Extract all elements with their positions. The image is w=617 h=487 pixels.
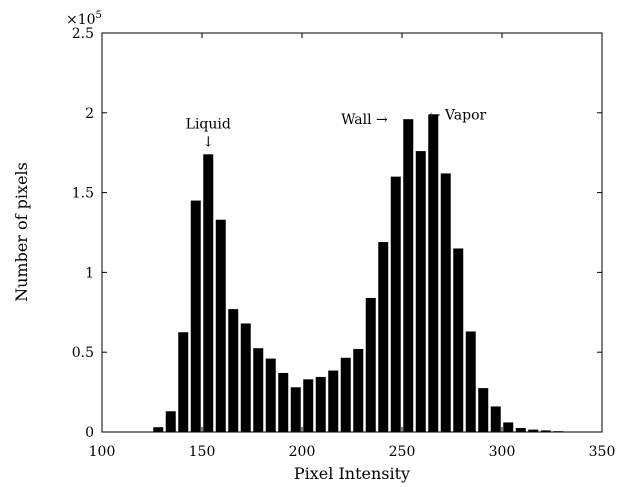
y-tick-label: 2.5 (72, 26, 94, 42)
x-tick-label: 300 (489, 444, 516, 460)
annotation-label: Wall → (341, 112, 388, 128)
x-tick-label: 200 (289, 444, 316, 460)
x-tick-label: 350 (589, 444, 616, 460)
bar (215, 219, 226, 432)
bar (540, 430, 551, 432)
bar (315, 376, 326, 432)
annotation-arrow: ↓ (202, 134, 214, 150)
bars-group (153, 114, 564, 433)
y-ticks-group: 0 0.5 1 1.5 2 2.5 (72, 26, 602, 441)
bar (303, 379, 314, 432)
bar (228, 309, 239, 432)
bar (365, 297, 376, 432)
bar (153, 427, 164, 432)
bar (515, 428, 526, 432)
bar (353, 349, 364, 432)
bar (378, 242, 389, 432)
bar (428, 114, 439, 433)
bar (490, 406, 501, 432)
annotation-label: ← Vapor (429, 107, 487, 123)
annotation-label: Liquid (186, 116, 231, 132)
bar (178, 332, 189, 432)
y-axis-multiplier: ×105 (66, 10, 102, 28)
bar (553, 431, 564, 432)
x-tick-label: 100 (89, 444, 116, 460)
bar (265, 358, 276, 432)
annotations-group: Liquid ↓ Wall → ← Vapor (186, 107, 487, 150)
y-tick-label: 0.5 (72, 345, 94, 361)
bar (328, 370, 339, 432)
bar (440, 173, 451, 432)
bar (278, 372, 289, 432)
bar (253, 348, 264, 432)
bar (340, 357, 351, 432)
x-ticks-group: 100 150 200 250 300 350 (89, 33, 616, 460)
bar (165, 411, 176, 432)
bar (190, 200, 201, 432)
y-tick-label: 2 (85, 106, 94, 122)
bar (403, 119, 414, 433)
y-tick-label: 1.5 (72, 186, 94, 202)
x-axis-title: Pixel Intensity (294, 464, 410, 483)
bar (478, 388, 489, 432)
bar (203, 154, 214, 433)
y-multiplier-base: ×10 (66, 12, 96, 28)
bar (415, 151, 426, 432)
bar (503, 422, 514, 432)
x-tick-label: 150 (189, 444, 216, 460)
plot-frame (101, 32, 603, 433)
y-axis-title: Number of pixels (12, 162, 31, 302)
bar (528, 429, 539, 432)
x-tick-label: 250 (389, 444, 416, 460)
y-tick-label: 1 (85, 265, 94, 281)
bar (390, 176, 401, 432)
y-multiplier-exponent: 5 (96, 10, 102, 21)
bar (240, 323, 251, 432)
bar (290, 387, 301, 432)
y-tick-label: 0 (85, 425, 94, 441)
bar (453, 248, 464, 432)
bar (465, 331, 476, 432)
